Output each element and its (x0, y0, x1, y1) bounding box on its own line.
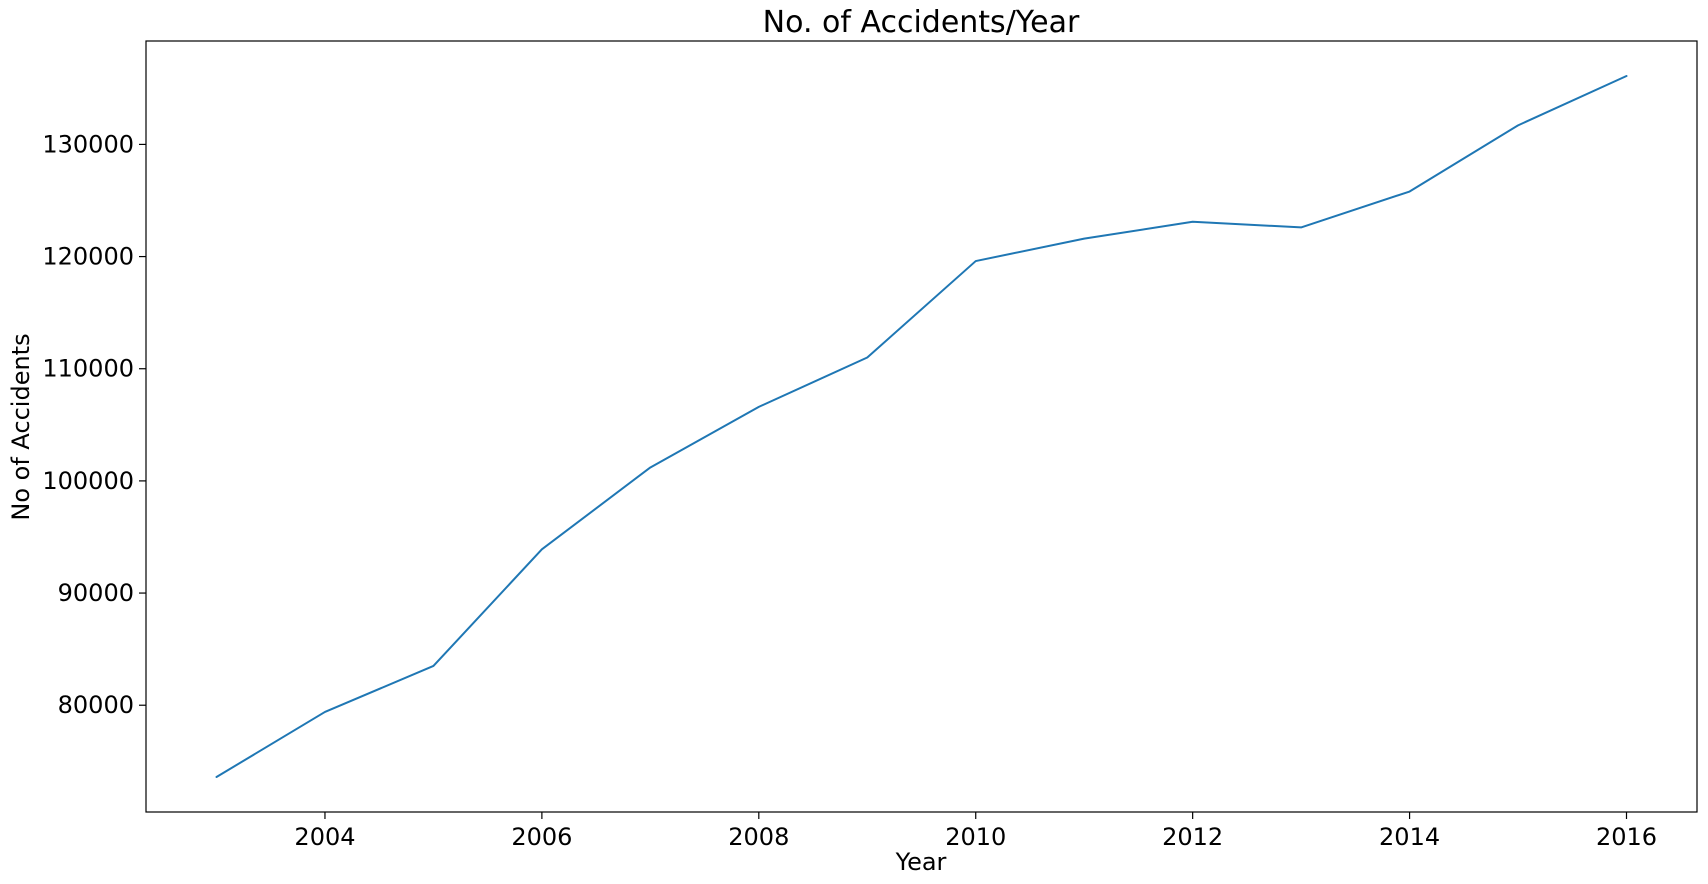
x-axis-ticks: 2004 2006 2008 2010 2012 2014 2016 (294, 812, 1657, 851)
series-line (215, 74, 1628, 779)
x-tick-label: 2008 (728, 823, 789, 851)
plot-area-frame (145, 40, 1698, 813)
x-tick-label: 2014 (1379, 823, 1440, 851)
x-tick-label: 2004 (294, 823, 355, 851)
y-axis-label: No of Accidents (7, 333, 35, 520)
x-axis-label: Year (895, 848, 947, 876)
x-tick-label: 2012 (1162, 823, 1223, 851)
y-tick-label: 100000 (42, 467, 134, 495)
series-group (215, 74, 1628, 779)
chart-title: No. of Accidents/Year (763, 5, 1080, 40)
x-tick-label: 2010 (945, 823, 1006, 851)
y-tick-label: 80000 (58, 691, 134, 719)
y-tick-label: 110000 (42, 355, 134, 383)
x-tick-label: 2016 (1596, 823, 1657, 851)
y-tick-label: 120000 (42, 243, 134, 271)
y-tick-label: 90000 (58, 579, 134, 607)
x-tick-label: 2006 (511, 823, 572, 851)
y-tick-label: 130000 (42, 130, 134, 158)
y-axis-ticks: 80000 90000 100000 110000 120000 130000 (42, 130, 146, 719)
